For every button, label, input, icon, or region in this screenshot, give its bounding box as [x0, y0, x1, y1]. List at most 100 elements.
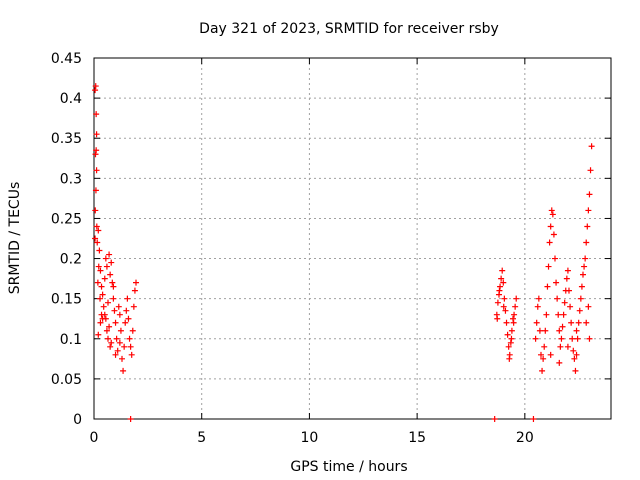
data-point-marker — [533, 319, 540, 326]
y-tick-label: 0.3 — [60, 171, 82, 187]
data-point-marker — [108, 339, 115, 346]
data-point-marker — [107, 271, 114, 278]
data-point-marker — [112, 351, 119, 358]
data-point-marker — [571, 355, 578, 362]
data-point-marker — [551, 255, 558, 262]
data-point-marker — [494, 315, 501, 322]
data-point-marker — [565, 287, 572, 294]
y-tick-label: 0.15 — [51, 292, 82, 308]
data-point-marker — [92, 207, 99, 214]
data-point-marker — [511, 311, 518, 318]
data-point-marker — [504, 331, 511, 338]
axis-ticks: 0 5 10 15 20 0 0.05 0.1 0.15 0.2 0.25 0.3 0.35 0.4 0.4… — [51, 51, 611, 446]
data-point-marker — [494, 299, 501, 306]
data-point-marker — [108, 259, 115, 266]
data-point-marker — [133, 279, 140, 286]
data-point-marker — [501, 295, 508, 302]
data-point-marker — [540, 355, 547, 362]
x-axis-label: GPS time / hours — [290, 459, 407, 475]
data-point-marker — [106, 251, 113, 258]
data-point-marker — [96, 247, 103, 254]
data-point-marker — [530, 416, 537, 422]
data-point-marker — [579, 271, 586, 278]
data-point-marker — [507, 339, 514, 346]
data-point-marker — [534, 303, 541, 310]
data-point-marker — [586, 191, 593, 198]
data-point-marker — [588, 143, 595, 150]
data-point-marker — [98, 311, 105, 318]
chart-title: Day 321 of 2023, SRMTID for receiver rsb… — [199, 21, 499, 37]
data-point-marker — [99, 315, 106, 322]
data-point-marker — [513, 295, 520, 302]
data-point-marker — [106, 323, 113, 330]
data-point-marker — [582, 255, 589, 262]
data-point-marker — [130, 303, 137, 310]
data-point-marker — [545, 263, 552, 270]
data-point-marker — [99, 291, 106, 298]
data-point-marker — [93, 131, 100, 138]
data-point-marker — [496, 287, 503, 294]
data-point-marker — [121, 343, 128, 350]
data-point-marker — [123, 307, 130, 314]
x-tick-label: 20 — [516, 430, 534, 446]
data-point-marker — [498, 275, 505, 282]
data-point-marker — [535, 295, 542, 302]
data-point-marker — [95, 227, 102, 234]
data-point-marker — [542, 327, 549, 334]
data-point-marker — [585, 303, 592, 310]
data-point-marker — [572, 367, 579, 374]
data-point-marker — [125, 315, 132, 322]
data-point-marker — [103, 327, 110, 334]
data-point-marker — [547, 223, 554, 230]
data-point-marker — [564, 267, 571, 274]
data-point-marker — [129, 327, 136, 334]
data-point-marker — [577, 295, 584, 302]
data-point-marker — [553, 279, 560, 286]
data-point-marker — [508, 335, 515, 342]
data-point-marker — [112, 319, 119, 326]
data-point-marker — [512, 303, 519, 310]
data-point-marker — [500, 303, 507, 310]
plot-frame — [93, 57, 612, 420]
data-point-marker — [563, 275, 570, 282]
data-point-marker — [116, 311, 123, 318]
data-point-marker — [94, 279, 101, 286]
data-point-marker — [548, 207, 555, 214]
y-axis-label: SRMTID / TECUs — [7, 182, 23, 295]
data-point-marker — [98, 283, 105, 290]
data-point-marker — [92, 151, 99, 158]
data-point-marker — [92, 187, 99, 194]
data-point-marker — [113, 335, 120, 342]
data-point-marker — [544, 283, 551, 290]
data-point-marker — [559, 323, 566, 330]
data-point-marker — [503, 319, 510, 326]
y-tick-label: 0.05 — [51, 372, 82, 388]
data-point-marker — [510, 319, 517, 326]
data-point-marker — [92, 83, 99, 90]
data-point-marker — [546, 239, 553, 246]
data-point-marker — [500, 279, 507, 286]
data-point-marker — [505, 343, 512, 350]
data-point-marker — [97, 319, 104, 326]
y-tick-label: 0 — [73, 412, 82, 428]
data-point-marker — [126, 335, 133, 342]
data-point-marker — [570, 347, 577, 354]
data-point-marker — [581, 263, 588, 270]
data-point-marker — [491, 416, 498, 422]
data-point-marker — [92, 235, 99, 242]
data-point-marker — [556, 327, 563, 334]
data-point-marker — [508, 327, 515, 334]
data-point-marker — [558, 335, 565, 342]
data-point-marker — [94, 239, 101, 246]
data-point-marker — [586, 335, 593, 342]
data-point-marker — [555, 311, 562, 318]
data-point-marker — [569, 335, 576, 342]
data-point-marker — [122, 319, 129, 326]
data-point-marker — [532, 335, 539, 342]
data-point-marker — [550, 231, 557, 238]
data-point-marker — [93, 147, 100, 154]
data-point-marker — [583, 319, 590, 326]
y-tick-label: 0.25 — [51, 211, 82, 227]
data-point-marker — [557, 343, 564, 350]
